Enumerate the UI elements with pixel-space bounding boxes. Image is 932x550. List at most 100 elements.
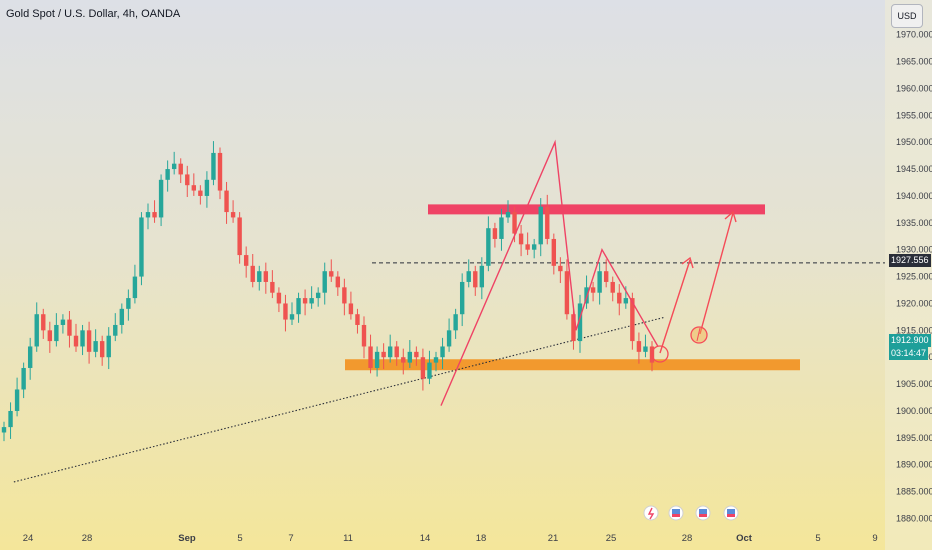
y-tick-label: 1930.000 <box>896 245 932 255</box>
x-tick-label: 9 <box>872 533 877 544</box>
flag-event-icon-stripe <box>672 514 680 517</box>
candle-body <box>486 228 491 266</box>
y-tick-label: 1895.000 <box>896 433 932 443</box>
y-tick-label: 1900.000 <box>896 406 932 416</box>
candle-body <box>597 271 602 293</box>
candle-body <box>296 298 301 315</box>
candle-body <box>237 217 242 256</box>
candle-body <box>171 163 177 170</box>
zigzag-pattern <box>440 139 659 406</box>
candle-body <box>139 217 144 277</box>
y-tick-label: 1950.000 <box>896 137 932 147</box>
candle-body <box>198 190 203 196</box>
x-tick-label: Sep <box>178 533 196 544</box>
candle-body <box>564 271 570 315</box>
resistance-zone <box>428 204 765 215</box>
candle-body <box>329 271 334 277</box>
trend-line <box>13 316 664 483</box>
candle-body <box>492 228 498 239</box>
candle-body <box>368 346 373 368</box>
projection-arrow-2 <box>699 212 734 335</box>
candle-body <box>525 244 530 250</box>
flash-event-icon <box>647 507 655 520</box>
candle-body <box>551 238 557 266</box>
projection-arrow-2-head <box>724 210 737 223</box>
candle-body <box>315 292 321 299</box>
flag-event-icon-stripe <box>727 514 735 517</box>
currency-button[interactable]: USD <box>891 4 923 28</box>
candle-body <box>126 298 131 309</box>
entry-circle <box>651 345 669 363</box>
candle-body <box>276 292 282 304</box>
entry-circle-2-mark <box>696 327 701 342</box>
y-tick-label: 1880.000 <box>896 514 932 524</box>
candle-body <box>21 367 26 390</box>
candle-body <box>73 335 79 347</box>
flag-event-icon <box>672 509 680 514</box>
candle-body <box>387 346 393 358</box>
candle-body <box>302 298 308 304</box>
candle-body <box>145 212 151 218</box>
entry-circle-2 <box>690 326 708 344</box>
candle-body <box>545 206 550 239</box>
candle-body <box>630 298 635 342</box>
candle-body <box>99 341 105 358</box>
projection-arrow-1 <box>659 259 691 354</box>
y-tick-label: 1885.000 <box>896 487 932 497</box>
candle-body <box>67 319 72 336</box>
candle-body <box>531 244 537 250</box>
candle-body <box>80 330 85 347</box>
candle-body <box>14 389 20 411</box>
candle-body <box>571 314 576 342</box>
y-tick-label: 1925.000 <box>896 272 932 282</box>
candle-body <box>119 308 125 325</box>
candle-body <box>538 206 543 245</box>
candle-body <box>401 357 406 363</box>
candle-body <box>152 212 157 218</box>
x-tick-label: 14 <box>420 533 431 544</box>
y-tick-label: 1905.000 <box>896 379 932 389</box>
candle-body <box>263 271 269 282</box>
y-tick-label: 1965.000 <box>896 57 932 67</box>
candle-body <box>283 303 288 320</box>
candle-body <box>558 265 563 272</box>
x-tick-label: Oct <box>736 533 753 544</box>
y-tick-label: 1915.000 <box>896 325 932 335</box>
flag-event-icon <box>727 509 735 514</box>
x-tick-label: 24 <box>23 533 34 544</box>
candle-body <box>590 287 596 293</box>
event-icon <box>643 505 659 521</box>
candle-body <box>407 351 413 363</box>
x-tick-label: 21 <box>548 533 559 544</box>
candle-body <box>342 287 347 304</box>
y-tick-label: 1970.000 <box>896 30 932 40</box>
candle-body <box>518 233 524 245</box>
candle-body <box>54 324 59 342</box>
candle-body <box>270 281 275 293</box>
candle-body <box>512 212 517 234</box>
candle-body <box>381 351 386 358</box>
candle-body <box>466 271 471 282</box>
candle-body <box>420 357 426 379</box>
candle-body <box>577 303 583 342</box>
candle-body <box>47 330 53 342</box>
level-price-tag: 1927.556 <box>889 254 931 267</box>
candle-body <box>8 410 13 428</box>
candle-body <box>643 346 648 352</box>
candle-body <box>610 281 615 293</box>
candle-body <box>165 169 170 180</box>
candle-body <box>257 271 262 282</box>
projection-arrow-1-head <box>681 256 694 269</box>
candle-body <box>106 335 111 358</box>
candle-body <box>479 265 485 288</box>
y-tick-label: 1945.000 <box>896 164 932 174</box>
x-tick-label: 18 <box>476 533 487 544</box>
candle-body <box>374 351 380 368</box>
candle-body <box>459 281 465 315</box>
y-tick-label: 1940.000 <box>896 191 932 201</box>
y-tick-label: 1935.000 <box>896 218 932 228</box>
support-zone <box>345 359 800 371</box>
candle-body <box>60 319 66 325</box>
